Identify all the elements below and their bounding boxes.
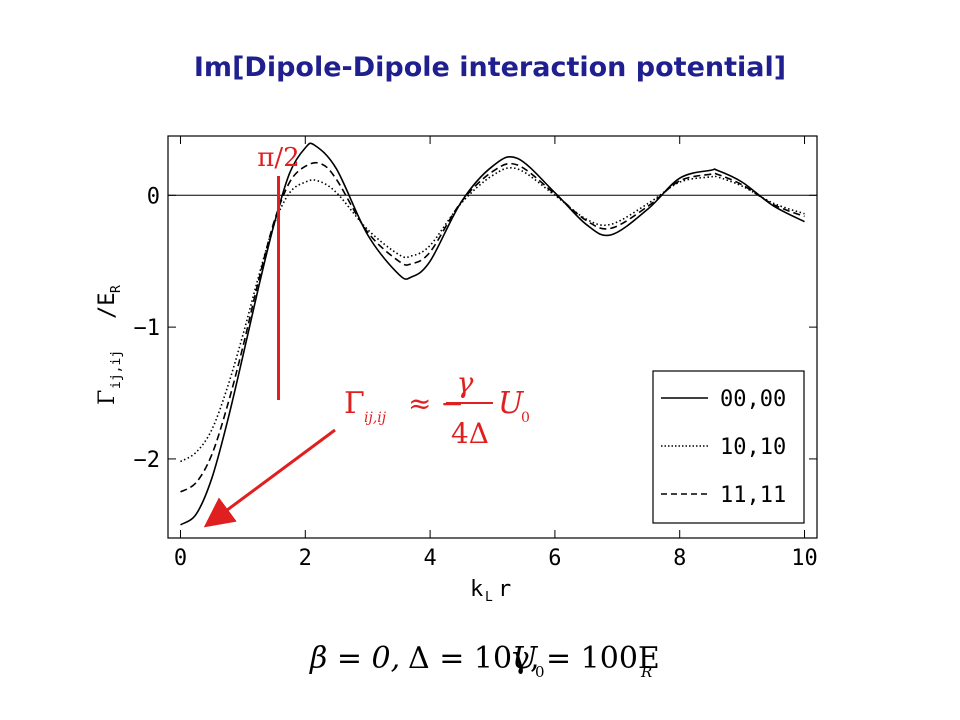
formula-lhs-sub: ij,ij [364,410,387,426]
y-axis-label-sub: ij,ij [109,350,124,389]
x-tick-label: 6 [548,546,561,571]
page-title: Im[Dipole-Dipole interaction potential] [193,52,787,83]
plot-frame [167,135,818,539]
param-beta: β = 0, [309,641,400,676]
parameters-formula: β = 0, Δ = 10γ, U 0 = 100E R [309,641,660,681]
legend-label-2: 11,11 [720,483,786,508]
formula-denominator: 4Δ [451,417,489,450]
y-axis-label-tail-sub: R [109,285,124,293]
x-tick-label: 0 [174,546,187,571]
x-axis-label: k L r [470,577,511,605]
formula-numerator: γ [457,366,474,399]
x-tick-label: 2 [299,546,312,571]
axes [167,135,818,539]
x-axis-label-sub: L [485,590,493,605]
series-line-00-00 [180,142,805,526]
tick-labels: 0 2 4 6 8 10 0 −1 −2 [134,136,818,571]
gamma-formula: Γ ij,ij ≈ − γ 4Δ U 0 [344,366,530,450]
param-delta: Δ = 10γ, [408,641,540,676]
pi-half-label: π/2 [257,143,299,173]
x-tick-label: 4 [423,546,436,571]
y-tick-label: −1 [134,316,161,341]
y-tick-label: −2 [134,448,161,473]
series-line-11-11 [180,161,805,493]
param-u0-rhs: = 100E [546,641,660,676]
param-u0-sub: 0 [535,663,545,681]
formula-factor: U [498,386,525,421]
legend-label-0: 00,00 [720,387,786,412]
formula-lhs: Γ [344,386,365,421]
formula-arrow [203,428,336,528]
series-group [180,142,805,526]
formula-factor-sub: 0 [521,410,530,426]
x-tick-label: 10 [791,546,818,571]
x-axis-label-main: k [470,577,483,602]
legend-label-1: 10,10 [720,435,786,460]
series-line-10-10 [180,166,805,463]
y-axis-label-main: Γ [95,390,120,405]
y-axis-label: Γ ij,ij /E R [95,285,124,405]
legend: 00,00 10,10 11,11 [652,370,805,524]
legend-box [652,370,805,524]
x-axis-label-tail: r [498,577,511,602]
y-tick-label: 0 [147,184,160,209]
y-axis-label-tail: /E [95,293,120,320]
param-u0-rhs-sub: R [640,663,652,681]
param-u0: U [512,641,539,676]
x-tick-label: 8 [673,546,686,571]
